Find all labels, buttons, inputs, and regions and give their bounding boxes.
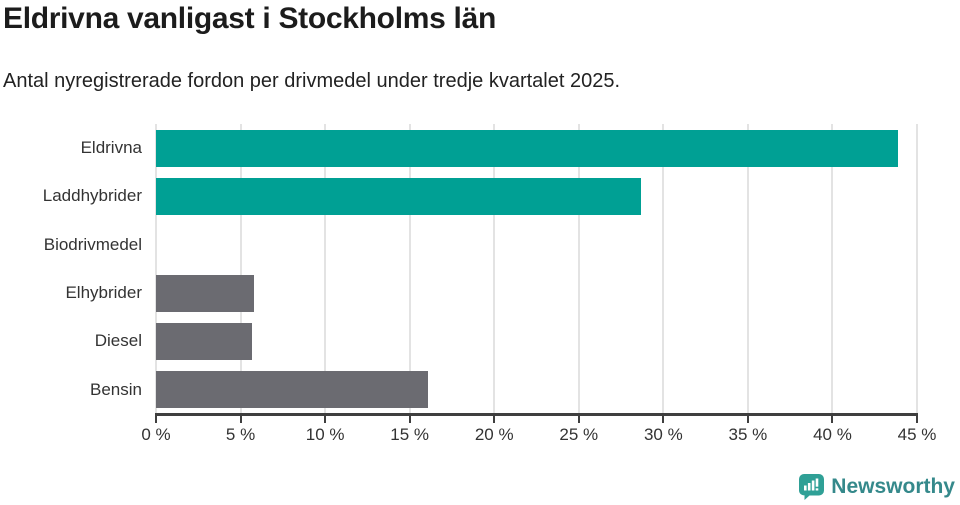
newsworthy-logo-icon — [799, 474, 825, 500]
category-label: Bensin — [90, 379, 142, 399]
x-axis: 0 % 5 % 10 % 15 % 20 % 25 % 30 % 35 % 40 % 45 % — [141, 416, 936, 456]
gridline — [493, 124, 496, 414]
bar-bensin — [156, 371, 429, 409]
category-label: Eldrivna — [80, 138, 142, 157]
bar-eldrivna — [156, 129, 899, 167]
gridline — [831, 124, 834, 414]
x-tick-label: 40 % — [813, 425, 852, 444]
x-tick — [408, 416, 411, 423]
gridline — [239, 124, 242, 414]
x-tick-label: 10 % — [305, 425, 345, 444]
x-tick — [746, 416, 749, 423]
x-tick-label: 5 % — [225, 425, 256, 444]
x-tick — [493, 416, 496, 423]
x-tick — [577, 416, 580, 423]
x-tick-label: 45 % — [897, 425, 937, 444]
category-label: Elhybrider — [65, 283, 142, 302]
y-axis-labels: Eldrivna Laddhybrider Biodrivmedel Elhybrid… — [0, 124, 142, 414]
bar-elhybrider — [156, 274, 255, 312]
category-label: Diesel — [94, 331, 142, 351]
x-tick — [662, 416, 665, 423]
category-label: Biodrivmedel — [43, 234, 142, 254]
chart-title: Eldrivna vanligast i Stockholms län — [3, 2, 496, 35]
bar-laddhybrider — [156, 178, 642, 215]
x-tick — [916, 416, 918, 423]
x-tick-label: 15 % — [390, 425, 430, 444]
x-tick — [239, 416, 242, 423]
x-tick-label: 25 % — [559, 425, 599, 444]
gridline — [408, 124, 411, 414]
gridline — [577, 124, 580, 414]
chart-subtitle: Antal nyregistrerade fordon per drivmede… — [3, 70, 621, 92]
x-tick-label: 35 % — [728, 425, 768, 444]
gridline — [155, 124, 157, 414]
plot-area — [155, 124, 918, 414]
gridline — [746, 124, 749, 414]
x-tick-label: 20 % — [474, 425, 514, 444]
gridline — [916, 124, 918, 414]
x-axis-line — [155, 413, 918, 416]
gridline — [662, 124, 665, 414]
newsworthy-logo-text: Newsworthy — [831, 475, 955, 498]
bar-diesel — [156, 323, 253, 360]
x-tick-label: 30 % — [643, 425, 683, 444]
x-tick — [324, 416, 327, 423]
gridline — [324, 124, 327, 414]
category-label: Laddhybrider — [42, 186, 142, 206]
x-tick — [155, 416, 157, 423]
x-tick-label: 0 % — [141, 425, 171, 444]
x-tick — [831, 416, 834, 423]
brand-footer: Newsworthy — [799, 474, 955, 500]
